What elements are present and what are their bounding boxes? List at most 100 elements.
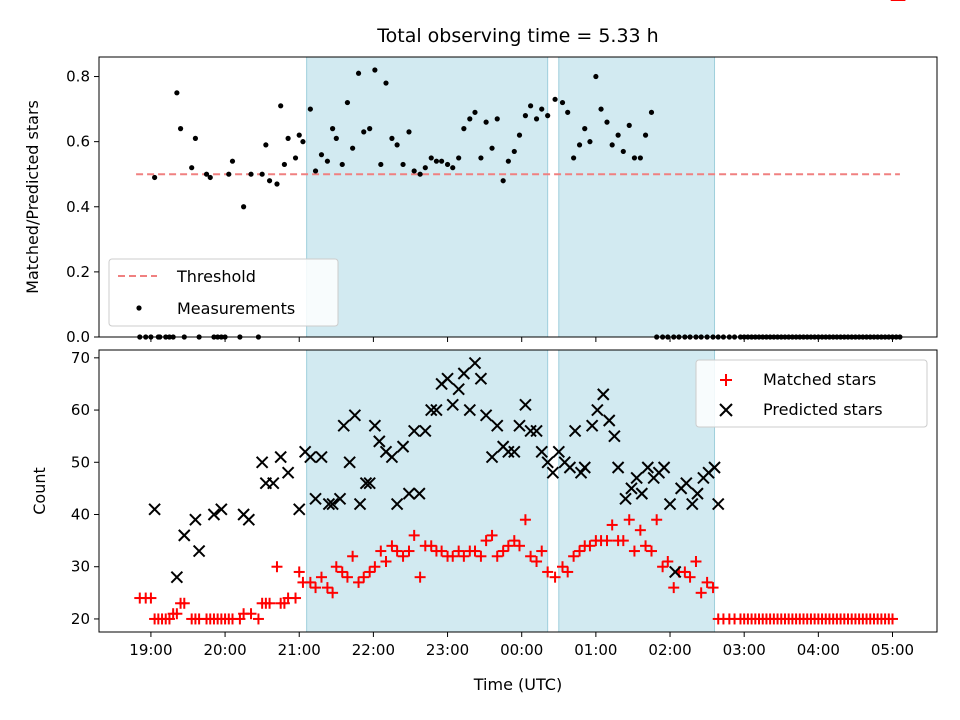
predicted-star-marker [373, 435, 386, 448]
measurement-point [576, 142, 583, 148]
matched-star-marker [453, 545, 465, 557]
measurement-point [609, 142, 615, 148]
predicted-star-marker [425, 403, 438, 417]
measurement-point [266, 178, 273, 184]
predicted-star-marker [574, 466, 588, 479]
measurement-point [278, 103, 284, 109]
predicted-star-marker [396, 440, 410, 453]
matched-star-marker [336, 566, 348, 578]
measurement-point [478, 155, 484, 161]
matched-star-marker [701, 576, 713, 588]
measurement-point [539, 106, 545, 112]
matched-star-marker [353, 576, 365, 588]
x-tick-label: 20:00 [203, 641, 246, 659]
measurement-point [248, 171, 254, 177]
measurement-point [494, 116, 500, 122]
x-tick-label: 00:00 [500, 641, 543, 659]
measurement-point [383, 80, 389, 86]
measurement-point [565, 109, 571, 115]
top-shaded-intervals [306, 56, 716, 338]
matched-star-marker [491, 550, 503, 562]
matched-star-marker [513, 540, 525, 552]
x-tick-label: 22:00 [352, 641, 395, 659]
matched-star-marker [690, 556, 702, 567]
predicted-star-marker [463, 403, 477, 417]
predicted-star-marker [337, 419, 350, 432]
y-tick-label: 0.2 [66, 263, 90, 281]
matched-star-marker [525, 550, 537, 562]
predicted-star-marker [343, 456, 356, 469]
predicted-star-marker [619, 492, 632, 506]
measurement-point [324, 158, 331, 164]
measurement-point [626, 122, 632, 128]
measurement-point [281, 161, 287, 168]
predicted-star-marker [267, 476, 280, 490]
measurement-point [152, 174, 158, 181]
bottom-x-ticks: 19:00 20:00 21:00 22:00 23:00 00:00 01:00 02:00… [129, 632, 914, 659]
measurement-point [461, 126, 467, 132]
x-tick-label: 05:00 [871, 641, 914, 659]
y-tick-label: 0.0 [66, 328, 90, 346]
shaded-interval [558, 56, 716, 338]
matched-star-marker [601, 535, 613, 547]
predicted-star-marker [326, 497, 339, 511]
top-plot-frame [98, 56, 938, 338]
matched-star-marker [542, 566, 554, 578]
bottom-shaded-intervals [306, 349, 716, 633]
measurement-point [411, 168, 417, 174]
measurement-point [522, 113, 529, 119]
x-tick-label: 19:00 [129, 641, 172, 659]
predicted-star-marker [274, 450, 287, 464]
predicted-star-marker [348, 409, 362, 422]
y-tick-label: 20 [71, 610, 90, 628]
measurement-point [300, 139, 306, 145]
predicted-star-marker [585, 419, 599, 432]
threshold-legend-label: Threshold [176, 267, 256, 286]
predicted-star-marker [603, 414, 616, 427]
top-y-ticks: 0.0 0.2 0.4 0.6 0.8 [66, 68, 99, 346]
matched-star-marker [668, 582, 680, 594]
measurement-point [263, 142, 269, 148]
matched-star-marker [145, 592, 157, 604]
y-tick-label: 70 [71, 349, 90, 367]
matched-star-marker [584, 540, 596, 552]
x-tick-label: 21:00 [278, 641, 321, 659]
predicted-star-marker [591, 403, 604, 417]
measurement-point [450, 165, 456, 171]
predicted-star-marker [148, 503, 161, 516]
matched-star-marker [887, 613, 899, 625]
predicted-star-marker [641, 461, 654, 474]
matched-star-marker [408, 529, 420, 541]
measurement-point [642, 132, 649, 138]
measurement-point [505, 158, 511, 164]
measurement-point [489, 145, 495, 151]
matched-star-marker [252, 613, 264, 625]
measurement-point [333, 135, 339, 141]
predicted-star-marker [630, 471, 643, 485]
predicted-star-marker [293, 503, 306, 516]
matched-star-marker [497, 545, 509, 557]
measurement-point [631, 155, 638, 161]
shaded-interval [306, 349, 549, 633]
top-x-ticks [150, 337, 894, 342]
predicted-star-marker [708, 461, 721, 474]
x-tick-label: 03:00 [723, 641, 766, 659]
measurement-point [559, 99, 566, 106]
predicted-star-marker [322, 497, 336, 511]
matched-star-points [134, 0, 906, 625]
matched-star-marker [341, 571, 353, 583]
predicted-star-marker [242, 513, 256, 526]
measurement-point [422, 165, 428, 171]
predicted-star-marker [304, 450, 317, 464]
predicted-star-marker [390, 497, 404, 511]
measurement-point [500, 178, 506, 184]
x-axis-label: Time (UTC) [473, 675, 562, 694]
matched-star-marker [480, 535, 492, 547]
matched-star-marker [271, 561, 283, 573]
measurement-point [456, 155, 462, 161]
predicted-star-marker [508, 445, 521, 459]
chart-title: Total observing time = 5.33 h [376, 25, 658, 47]
predicted-star-marker [255, 456, 269, 469]
predicted-star-marker [479, 409, 493, 422]
bottom-legend: Matched stars Predicted stars [695, 359, 928, 428]
